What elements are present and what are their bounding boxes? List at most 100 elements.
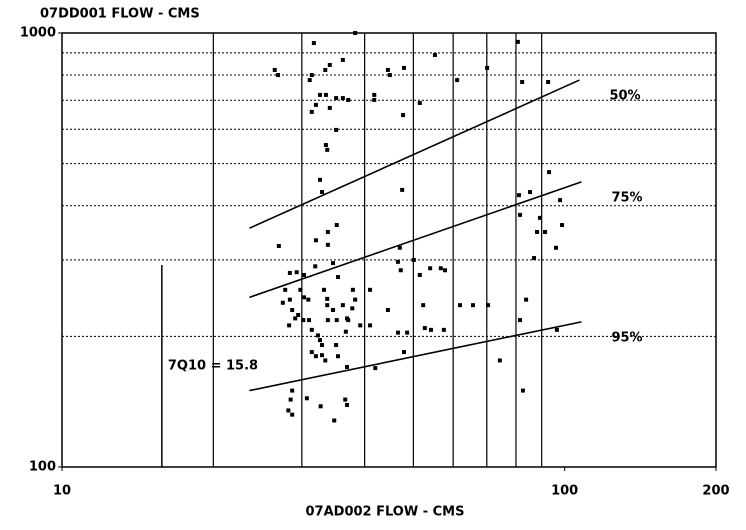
plot-frame xyxy=(61,32,717,468)
point xyxy=(276,73,281,78)
point xyxy=(318,404,323,409)
point xyxy=(313,354,318,359)
point xyxy=(397,245,402,250)
point xyxy=(315,333,320,338)
point xyxy=(353,31,358,35)
point xyxy=(345,402,350,407)
point xyxy=(334,318,339,323)
point xyxy=(290,388,295,393)
point xyxy=(288,397,293,402)
threshold-label: 7Q10 = 15.8 xyxy=(168,359,258,374)
point xyxy=(553,245,558,250)
point xyxy=(400,187,405,192)
point xyxy=(309,73,314,78)
point xyxy=(272,67,277,72)
point xyxy=(373,366,378,371)
point xyxy=(428,266,433,271)
point xyxy=(401,350,406,355)
point xyxy=(387,73,392,78)
point xyxy=(372,97,377,102)
point xyxy=(470,303,475,308)
point xyxy=(301,318,306,323)
point xyxy=(294,270,299,275)
point xyxy=(554,327,559,332)
point xyxy=(302,295,307,300)
fit-line-label: 75% xyxy=(611,190,642,205)
point xyxy=(306,318,311,323)
point xyxy=(332,418,337,423)
point xyxy=(325,318,330,323)
fit-line xyxy=(249,79,580,229)
point xyxy=(340,303,345,308)
point xyxy=(317,177,322,182)
point xyxy=(304,396,309,401)
point xyxy=(520,80,525,85)
point xyxy=(455,78,460,83)
fit-line xyxy=(249,181,582,299)
point xyxy=(345,364,350,369)
fit-line-label: 95% xyxy=(611,330,642,345)
point xyxy=(560,223,565,228)
point xyxy=(330,308,335,313)
point xyxy=(330,261,335,266)
x-tick-label: 10 xyxy=(53,484,71,499)
point xyxy=(309,109,314,114)
point xyxy=(485,65,490,70)
point xyxy=(421,303,426,308)
point xyxy=(343,329,348,334)
point xyxy=(325,242,330,247)
point xyxy=(405,330,410,335)
point xyxy=(432,52,437,57)
point xyxy=(313,264,318,269)
point xyxy=(411,257,416,262)
point xyxy=(350,306,355,311)
point xyxy=(385,67,390,72)
point xyxy=(340,57,345,62)
point xyxy=(353,297,358,302)
point xyxy=(317,92,322,97)
point xyxy=(358,323,363,328)
point xyxy=(323,67,328,72)
point xyxy=(343,397,348,402)
point xyxy=(518,318,523,323)
point xyxy=(319,343,324,348)
point xyxy=(395,330,400,335)
point xyxy=(334,96,339,101)
fit-line xyxy=(249,321,582,392)
point xyxy=(323,92,328,97)
point xyxy=(558,198,563,203)
point xyxy=(325,296,330,301)
point xyxy=(327,105,332,110)
point xyxy=(401,113,406,118)
point xyxy=(441,327,446,332)
point xyxy=(325,229,330,234)
x-tick-label: 100 xyxy=(551,484,578,499)
point xyxy=(334,223,339,228)
point xyxy=(346,97,351,102)
point xyxy=(335,275,340,280)
point xyxy=(319,190,324,195)
point xyxy=(532,256,537,261)
point xyxy=(527,190,532,195)
point xyxy=(323,358,328,363)
x-axis-label: 07AD002 FLOW - CMS xyxy=(306,505,465,520)
point xyxy=(290,412,295,417)
point xyxy=(543,229,548,234)
point xyxy=(385,308,390,313)
fit-line-label: 50% xyxy=(609,89,640,104)
point xyxy=(319,353,324,358)
point xyxy=(350,287,355,292)
point xyxy=(518,212,523,217)
point xyxy=(497,358,502,363)
point xyxy=(535,229,540,234)
point xyxy=(395,259,400,264)
point xyxy=(287,323,292,328)
point xyxy=(276,244,281,249)
point xyxy=(321,287,326,292)
point xyxy=(293,316,298,321)
point xyxy=(368,287,373,292)
point xyxy=(286,408,291,413)
point xyxy=(306,297,311,302)
point xyxy=(486,303,491,308)
